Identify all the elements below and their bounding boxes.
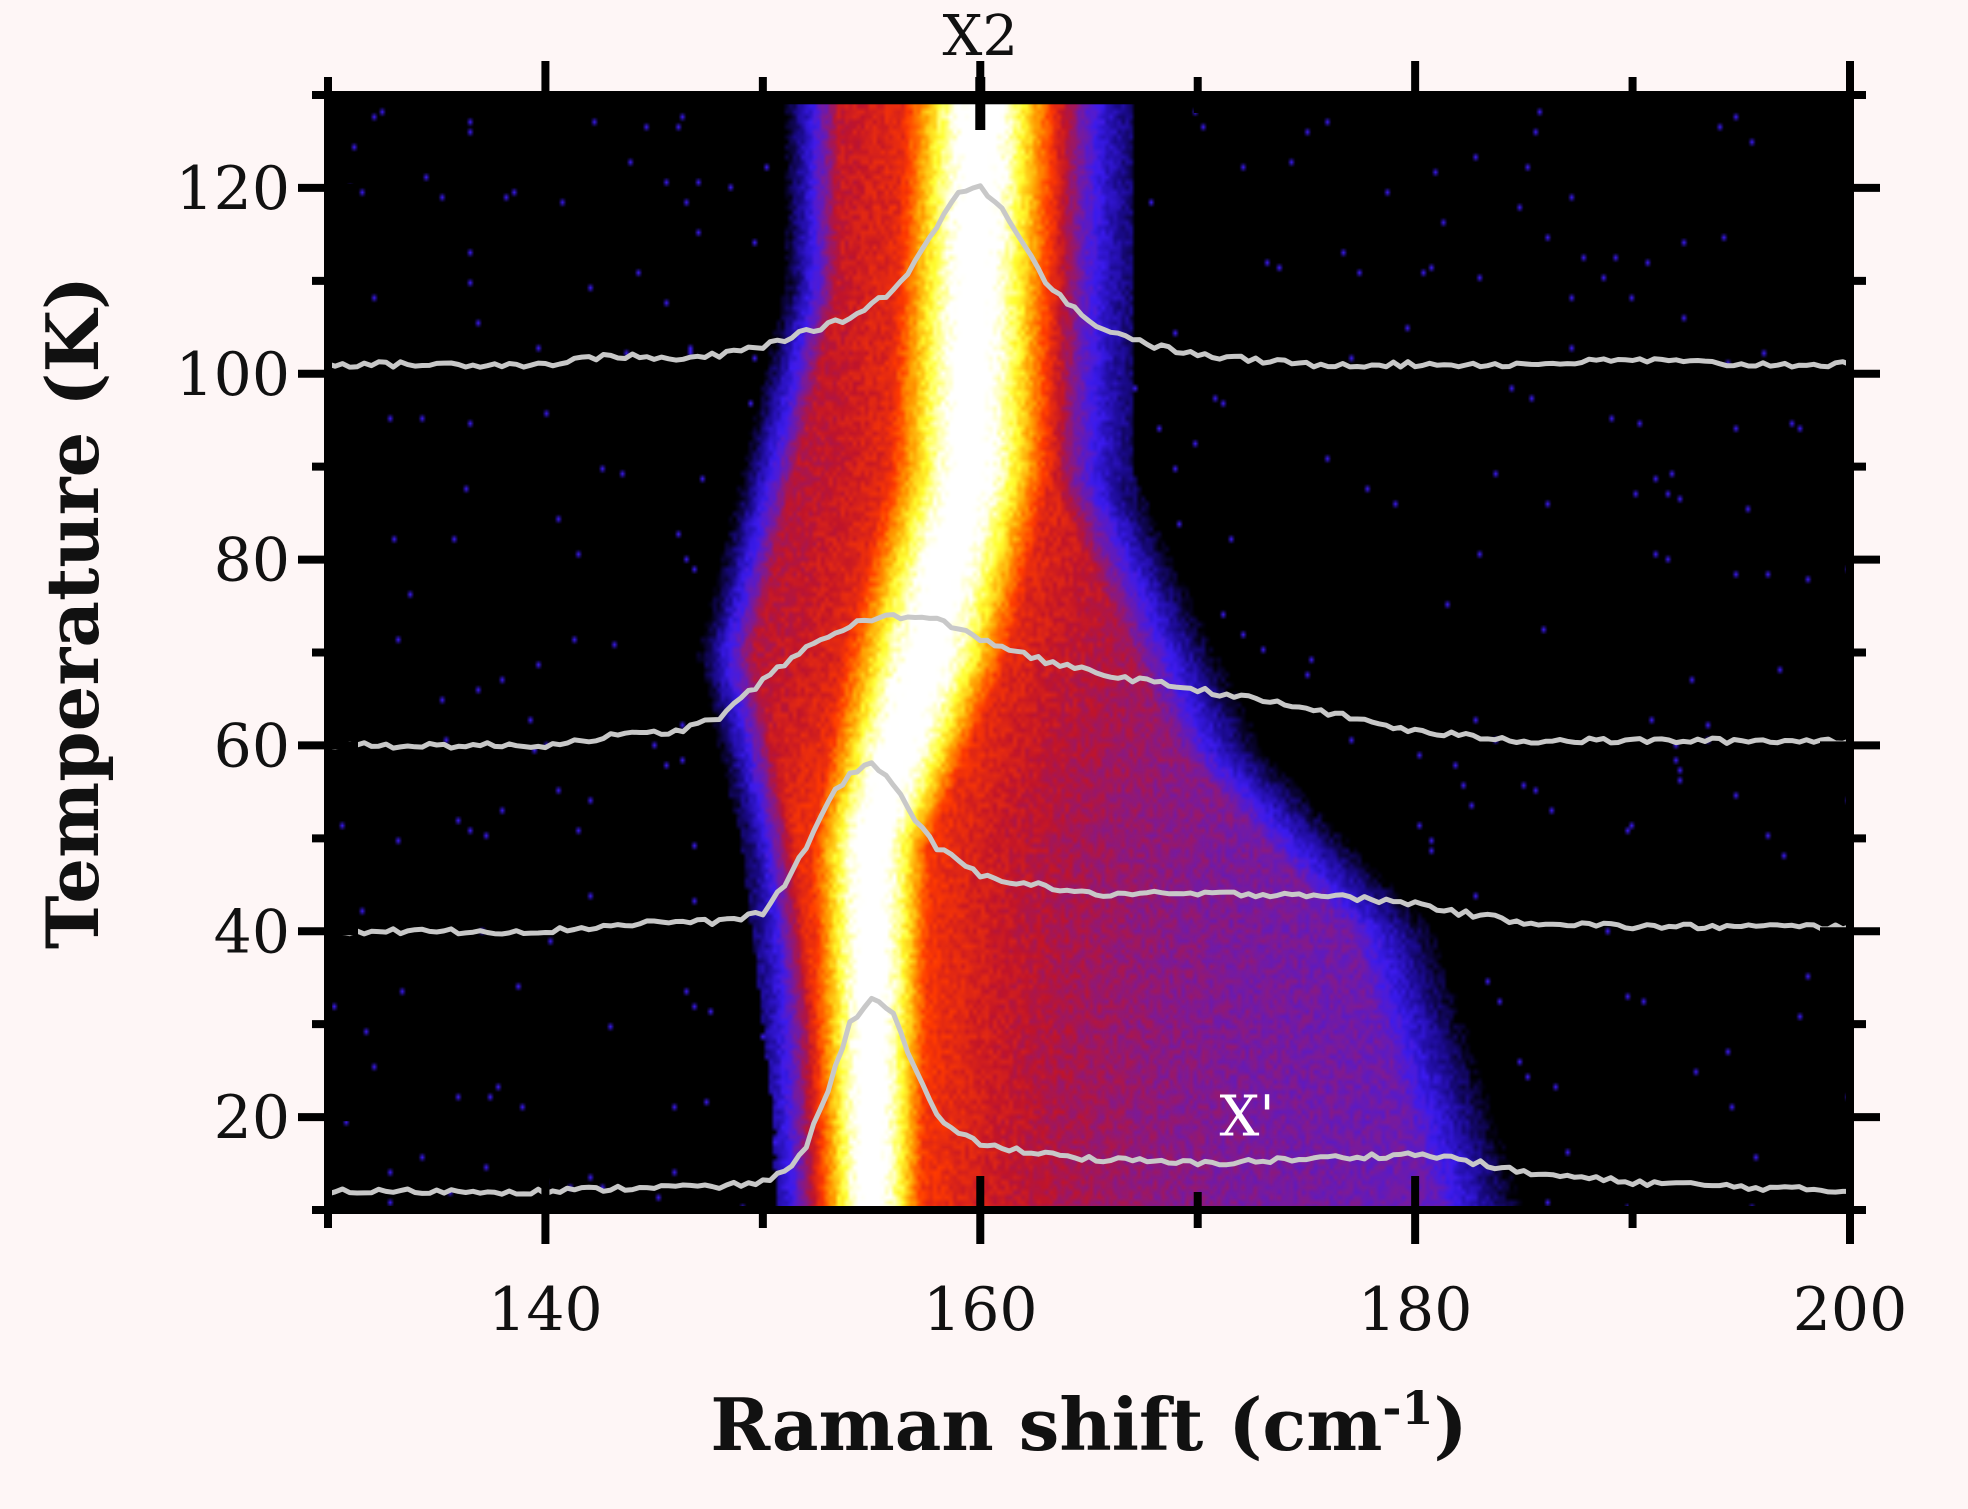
x-axis-title: Raman shift (cm-1): [710, 1381, 1467, 1467]
x-tick-label: 140: [488, 1275, 603, 1345]
y-tick-label: 20: [214, 1083, 290, 1153]
y-tick-label: 100: [175, 340, 290, 410]
y-tick-label: 80: [214, 526, 290, 596]
plot-area: X': [327, 95, 1851, 1211]
x-tick-label: 200: [1793, 1275, 1908, 1345]
annotation-x2: X2: [943, 4, 1019, 69]
axes: 140 160 180 200 20 40 60 80 100 120: [175, 61, 1907, 1345]
y-tick-label: 40: [214, 897, 290, 967]
annotation-x-prime: X': [1219, 1085, 1274, 1150]
spectrum-line-12k: [327, 995, 1850, 1197]
spectrum-line-101k: [327, 183, 1851, 370]
heatmap-image: [328, 104, 1850, 1211]
x-tick-label: 180: [1358, 1275, 1473, 1345]
spectrum-line-60k: [327, 612, 1851, 751]
y-axis-title: Temperature (K): [30, 276, 115, 949]
y-tick-label: 120: [175, 154, 290, 224]
y-tick-label: 60: [214, 711, 290, 781]
spectrum-line-40k: [327, 760, 1851, 937]
spectra-layer: [327, 183, 1851, 1197]
x-tick-label: 160: [923, 1275, 1038, 1345]
